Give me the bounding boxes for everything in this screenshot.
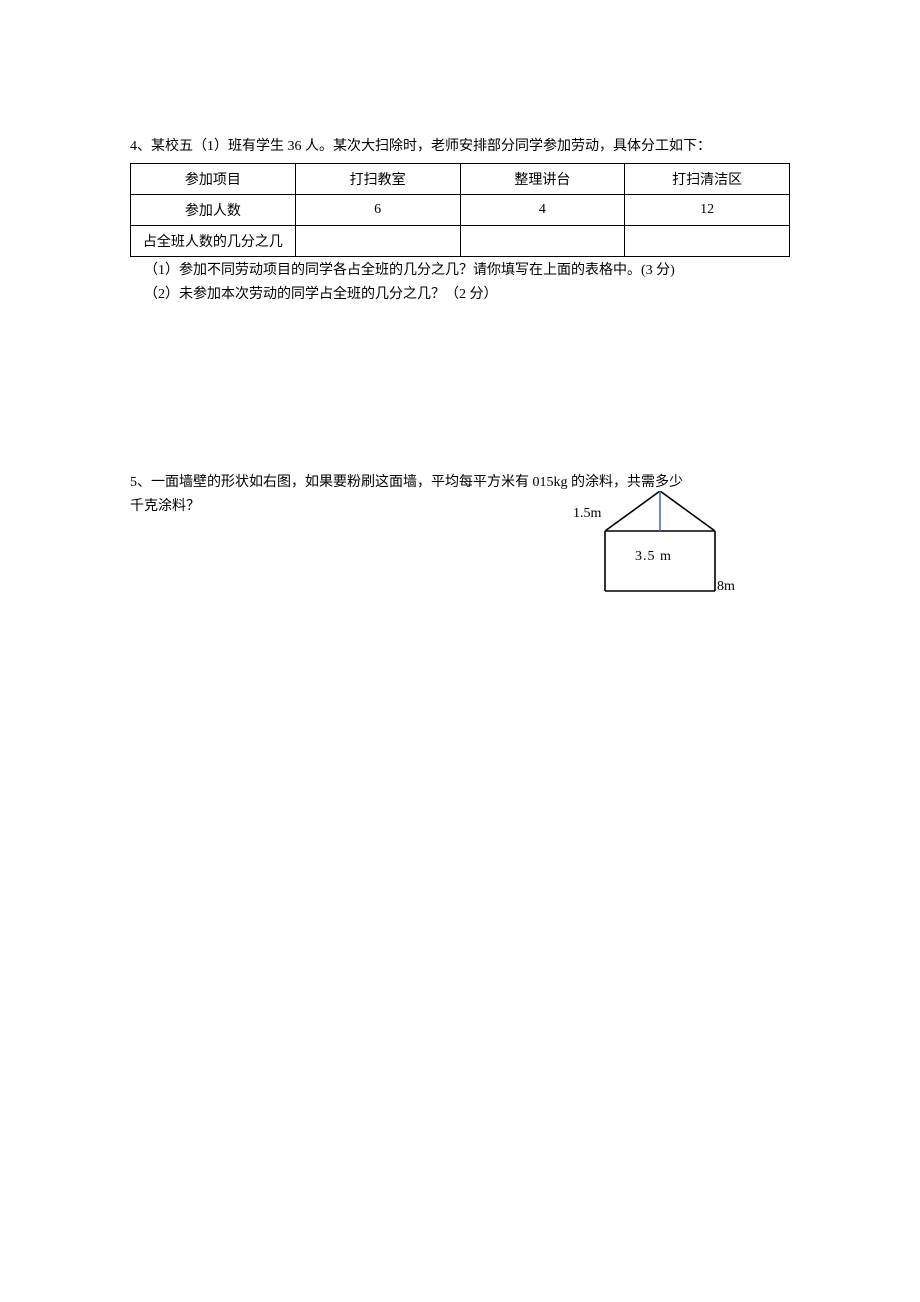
cell-fraction-3 (625, 225, 790, 256)
cell-header-item: 参加项目 (131, 163, 296, 194)
label-base-width: 8m (717, 579, 735, 595)
cell-fraction-2 (460, 225, 625, 256)
cell-count-3: 12 (625, 194, 790, 225)
cell-fraction-label: 占全班人数的几分之几 (131, 225, 296, 256)
table-row: 占全班人数的几分之几 (131, 225, 790, 256)
q4-table: 参加项目 打扫教室 整理讲台 打扫清洁区 参加人数 6 4 12 占全班人数的几… (130, 163, 790, 257)
cell-classroom: 打扫教室 (295, 163, 460, 194)
q4-intro: 4、某校五（1）班有学生 36 人。某次大扫除时，老师安排部分同学参加劳动，具体… (130, 135, 790, 159)
cell-count-2: 4 (460, 194, 625, 225)
cell-count-label: 参加人数 (131, 194, 296, 225)
cell-podium: 整理讲台 (460, 163, 625, 194)
cell-clean-area: 打扫清洁区 (625, 163, 790, 194)
cell-fraction-1 (295, 225, 460, 256)
table-row: 参加项目 打扫教室 整理讲台 打扫清洁区 (131, 163, 790, 194)
house-shape-icon (585, 491, 735, 601)
q4-sub1: （1）参加不同劳动项目的同学各占全班的几分之几？请你填写在上面的表格中。(3 分… (130, 259, 790, 283)
q4-sub2: （2）未参加本次劳动的同学占全班的几分之几？（2 分） (130, 283, 790, 307)
house-diagram: 1.5m 3.5 m 8m (585, 491, 735, 601)
table-row: 参加人数 6 4 12 (131, 194, 790, 225)
cell-count-1: 6 (295, 194, 460, 225)
label-wall-height: 3.5 m (635, 549, 672, 565)
label-roof-height: 1.5m (573, 506, 601, 522)
